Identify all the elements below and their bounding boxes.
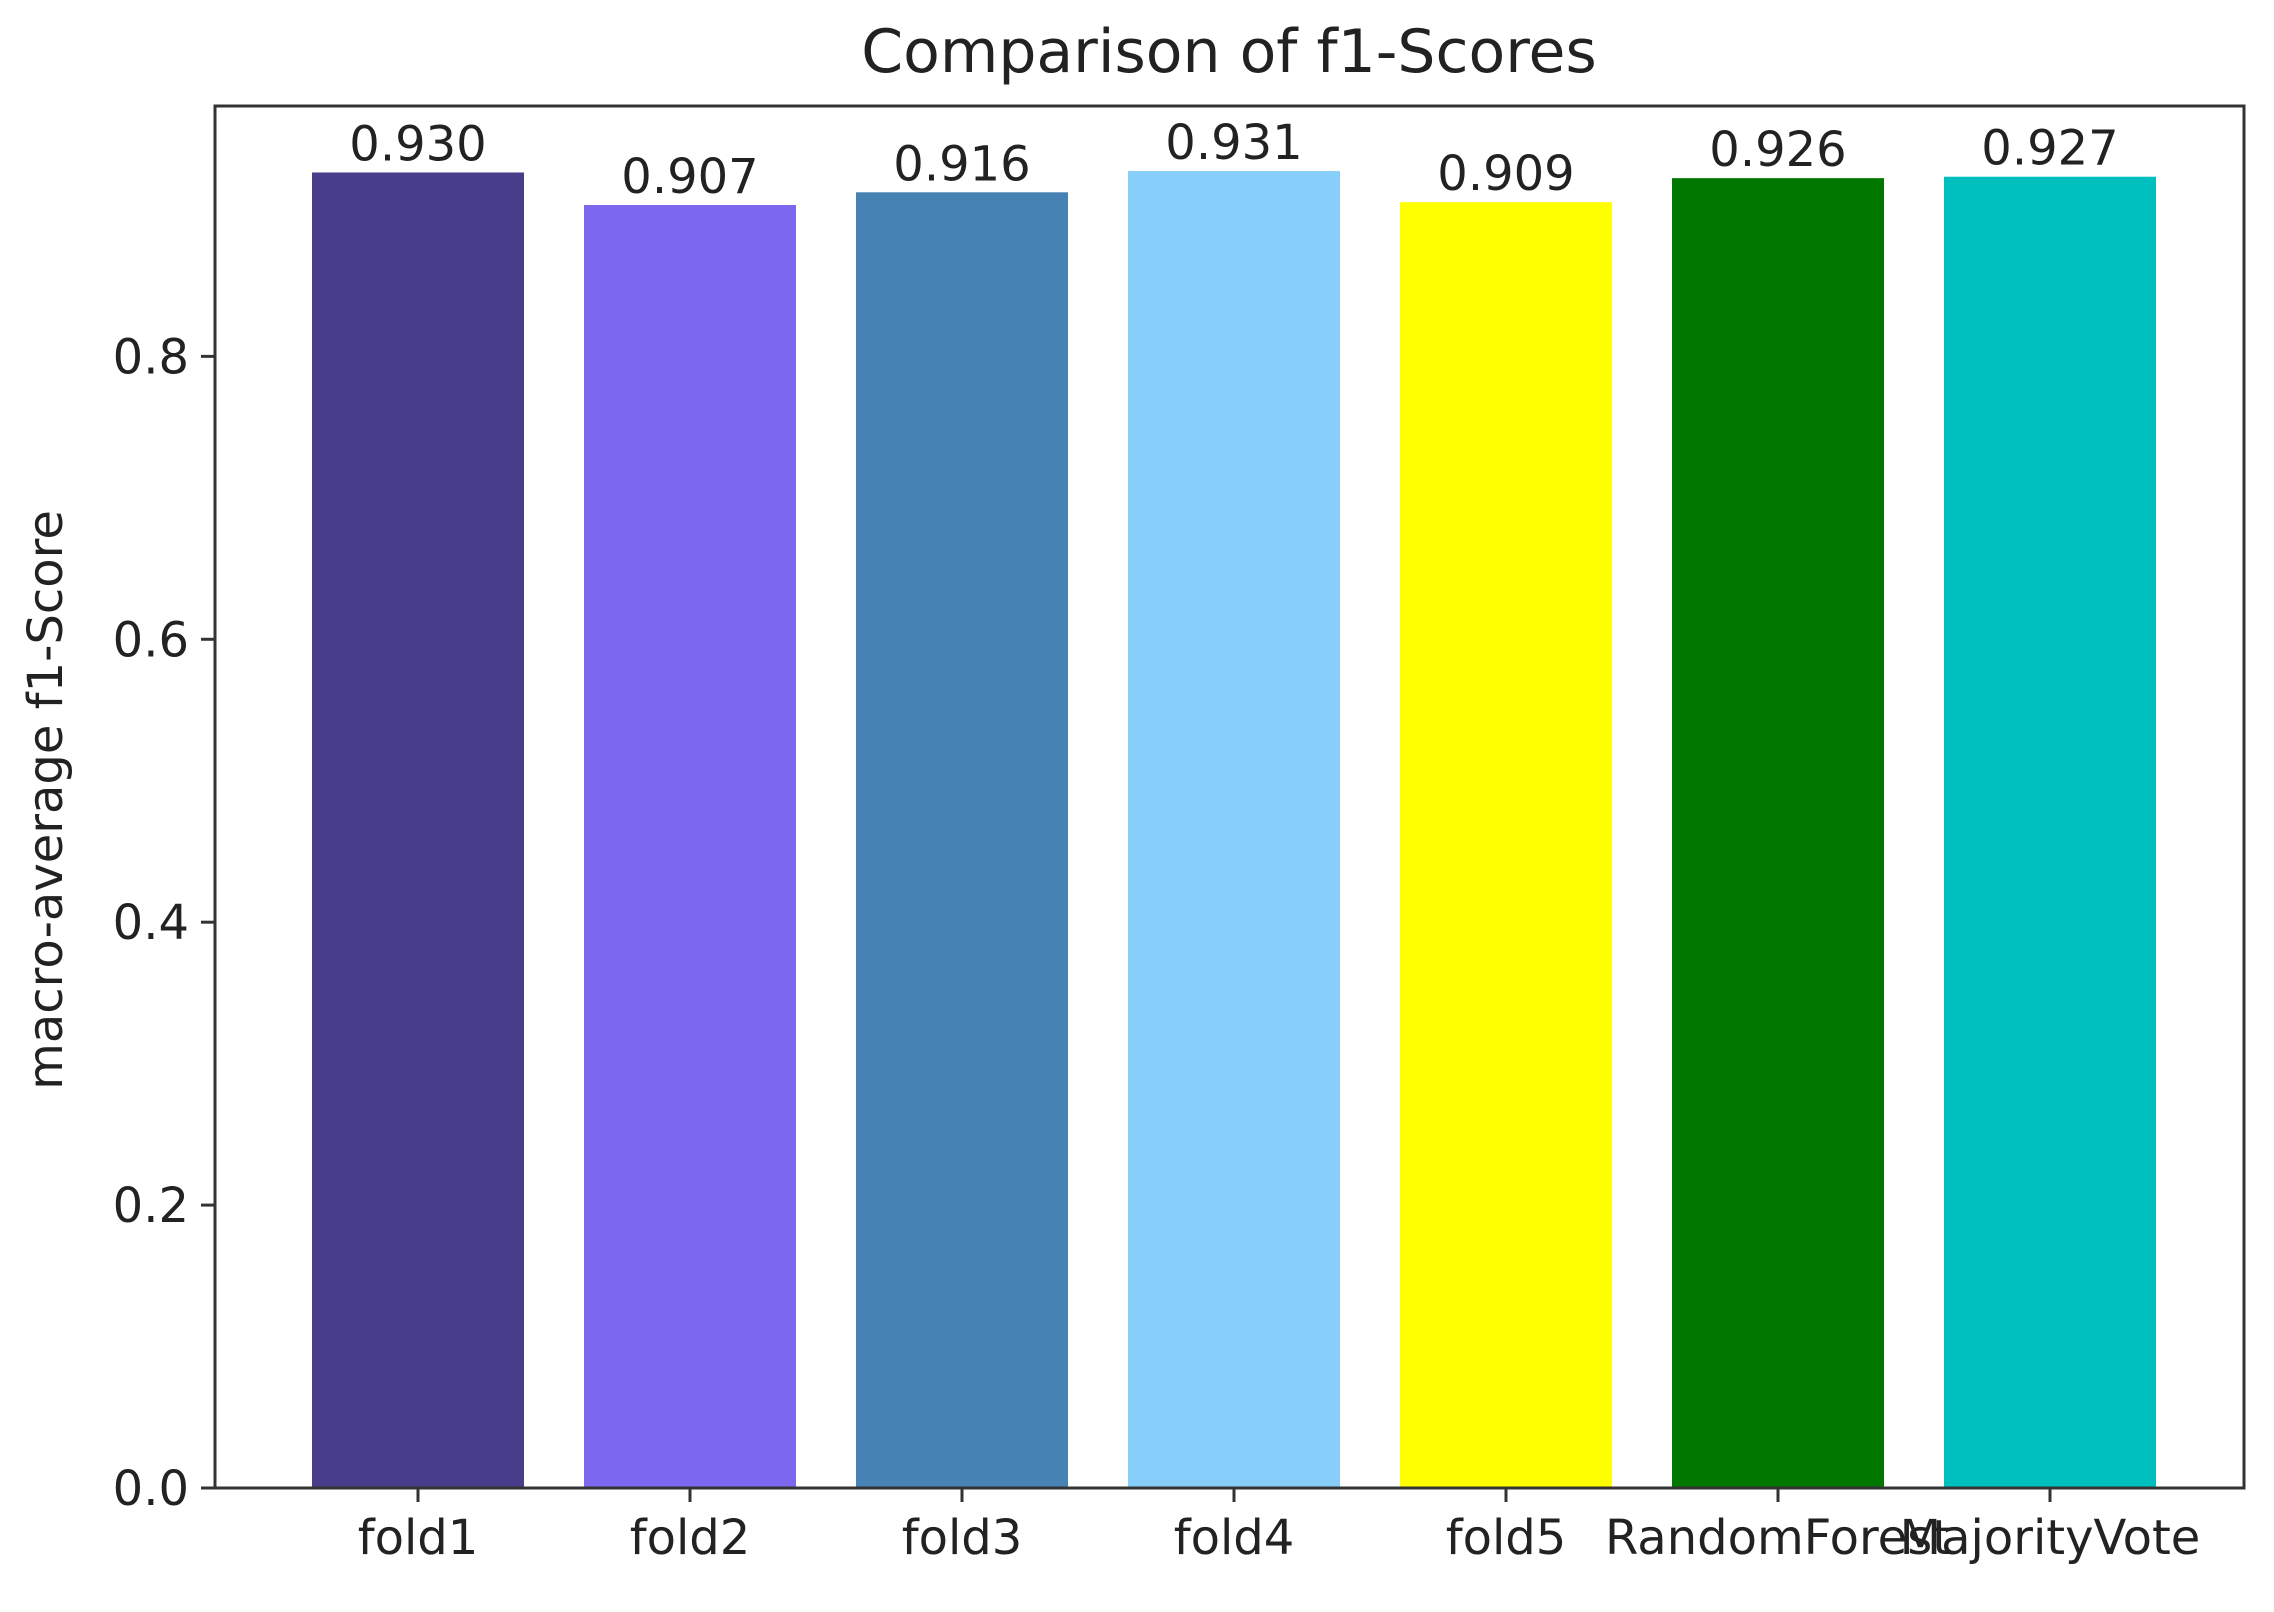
bar-fold5: [1400, 202, 1612, 1488]
bar-fold2: [584, 205, 796, 1489]
value-label-fold3: 0.916: [893, 136, 1030, 192]
y-tick-label-0.6: 0.6: [113, 612, 189, 668]
axes-layer: [201, 104, 2246, 1502]
value-label-RandomForest: 0.926: [1709, 122, 1846, 178]
bar-MajorityVote: [1944, 176, 2156, 1489]
bar-fold3: [856, 192, 1068, 1488]
bar-RandomForest: [1672, 178, 1884, 1489]
value-label-fold4: 0.931: [1165, 115, 1302, 171]
y-tick-label-0.2: 0.2: [113, 1178, 189, 1234]
bar-fold1: [312, 172, 524, 1488]
bar-fold4: [1128, 171, 1340, 1488]
labels-layer: 0.930 fold1 0.907 fold2 0.916 fold3 0.931 fold4…: [113, 115, 2201, 1566]
x-tick-label-fold1: fold1: [358, 1510, 479, 1566]
x-tick-label-RandomForest: RandomForest: [1605, 1510, 1951, 1566]
chart-title: Comparison of f1-Scores: [861, 17, 1596, 87]
x-tick-label-fold3: fold3: [902, 1510, 1023, 1566]
value-label-MajorityVote: 0.927: [1981, 121, 2118, 177]
bars-layer: [312, 171, 2156, 1489]
x-tick-label-MajorityVote: MajorityVote: [1900, 1510, 2201, 1566]
x-tick-label-fold4: fold4: [1174, 1510, 1295, 1566]
y-tick-label-0.8: 0.8: [113, 329, 189, 385]
value-label-fold2: 0.907: [621, 149, 758, 205]
x-tick-label-fold5: fold5: [1446, 1510, 1567, 1566]
y-tick-label-0.4: 0.4: [113, 895, 189, 951]
plot-frame: [213, 104, 2246, 1490]
value-label-fold5: 0.909: [1437, 146, 1574, 202]
x-tick-label-fold2: fold2: [630, 1510, 751, 1566]
y-tick-label-0.0: 0.0: [113, 1461, 189, 1517]
value-label-fold1: 0.930: [349, 116, 486, 172]
y-axis-label: macro-average f1-Score: [18, 510, 74, 1090]
